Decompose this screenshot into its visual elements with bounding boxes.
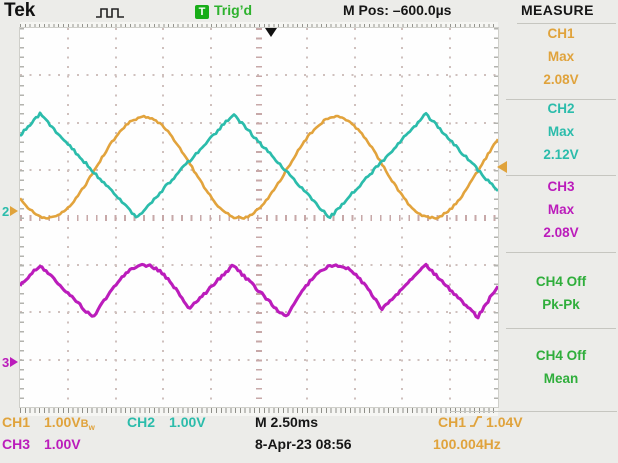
measure-value: 2.08V (543, 225, 579, 240)
ch1-ground-arrow-icon (10, 206, 19, 216)
measure-slot-ch2-max: CH2 Max 2.12V (506, 97, 616, 166)
gridline (20, 28, 24, 407)
measure-value: 2.08V (543, 72, 579, 87)
waveform-ch3 (20, 262, 498, 320)
separator (450, 411, 617, 412)
measure-channel: CH2 (547, 101, 575, 116)
separator (517, 23, 616, 24)
bottom-ruler (20, 407, 498, 416)
measure-stat: Max (547, 49, 575, 64)
timebase-readout: M 2.50ms (255, 414, 319, 430)
graticule (20, 28, 498, 407)
separator (506, 175, 616, 176)
acquisition-mode-icon (96, 8, 124, 18)
measure-slot-ch1-max: CH1 Max 2.08V (506, 22, 616, 91)
trigger-level-marker-icon (497, 161, 507, 173)
measure-channel: CH1 (547, 26, 575, 41)
datetime-readout: 8-Apr-23 08:56 (255, 436, 352, 452)
tek-logo: Tek (4, 0, 36, 21)
ch3-marker-digit: 3 (2, 354, 10, 370)
waveform-canvas (20, 111, 498, 320)
measure-menu-title: MEASURE (521, 2, 594, 18)
ch2-volts-per-div: 1.00V (169, 414, 206, 430)
waveform-ch2 (20, 111, 498, 220)
ch3-scale-readout: CH3 1.00V (2, 436, 81, 452)
ch3-volts-per-div: 1.00V (44, 436, 81, 452)
measure-channel: CH4 Off (535, 274, 587, 289)
gridline (20, 214, 498, 221)
measure-stat: Pk-Pk (542, 297, 580, 312)
measure-stat: Mean (543, 371, 579, 386)
measure-stat: Max (547, 202, 575, 217)
trigger-readout: CH1 1.04V (438, 414, 523, 430)
rising-slope-icon (470, 416, 483, 427)
separator (506, 99, 616, 100)
measure-value: 2.12V (543, 147, 579, 162)
horizontal-position-readout: M Pos: –600.0µs (343, 2, 452, 18)
measure-slot-ch4-pkpk: CH4 Off Pk-Pk (506, 270, 616, 316)
ch1-volts-per-div: 1.00V (44, 414, 81, 430)
measure-channel: CH4 Off (535, 348, 587, 363)
trigger-badge-icon: T (195, 5, 209, 19)
ch2-label: CH2 (127, 414, 156, 430)
bandwidth-limit-icon: Bw (80, 418, 95, 433)
ch2-scale-readout: CH2 1.00V (127, 414, 206, 430)
trigger-status: Trig’d (214, 2, 253, 18)
trigger-level: 1.04V (486, 414, 523, 430)
separator (506, 252, 616, 253)
gridline (494, 28, 498, 407)
top-ruler-ticks (20, 24, 498, 28)
separator (506, 328, 616, 329)
measure-slot-ch3-max: CH3 Max 2.08V (506, 175, 616, 244)
ch2-ground-marker: 2 (2, 203, 19, 219)
measure-channel: CH3 (547, 179, 575, 194)
waveform-ch1 (20, 114, 498, 220)
ch1-label: CH1 (2, 414, 31, 430)
trigger-position-marker-icon (265, 28, 277, 37)
bottom-ruler-ticks (20, 408, 498, 413)
ch3-ground-marker: 3 (2, 354, 19, 370)
ch2-marker-digit: 2 (2, 203, 10, 219)
ch3-label: CH3 (2, 436, 31, 452)
measure-stat: Max (547, 124, 575, 139)
trigger-source: CH1 (438, 414, 467, 430)
ch3-ground-arrow-icon (10, 357, 19, 367)
trigger-frequency-readout: 100.004Hz (433, 436, 501, 452)
measure-slot-ch4-mean: CH4 Off Mean (506, 344, 616, 390)
ch1-scale-readout: CH1 1.00VBw (2, 414, 95, 432)
